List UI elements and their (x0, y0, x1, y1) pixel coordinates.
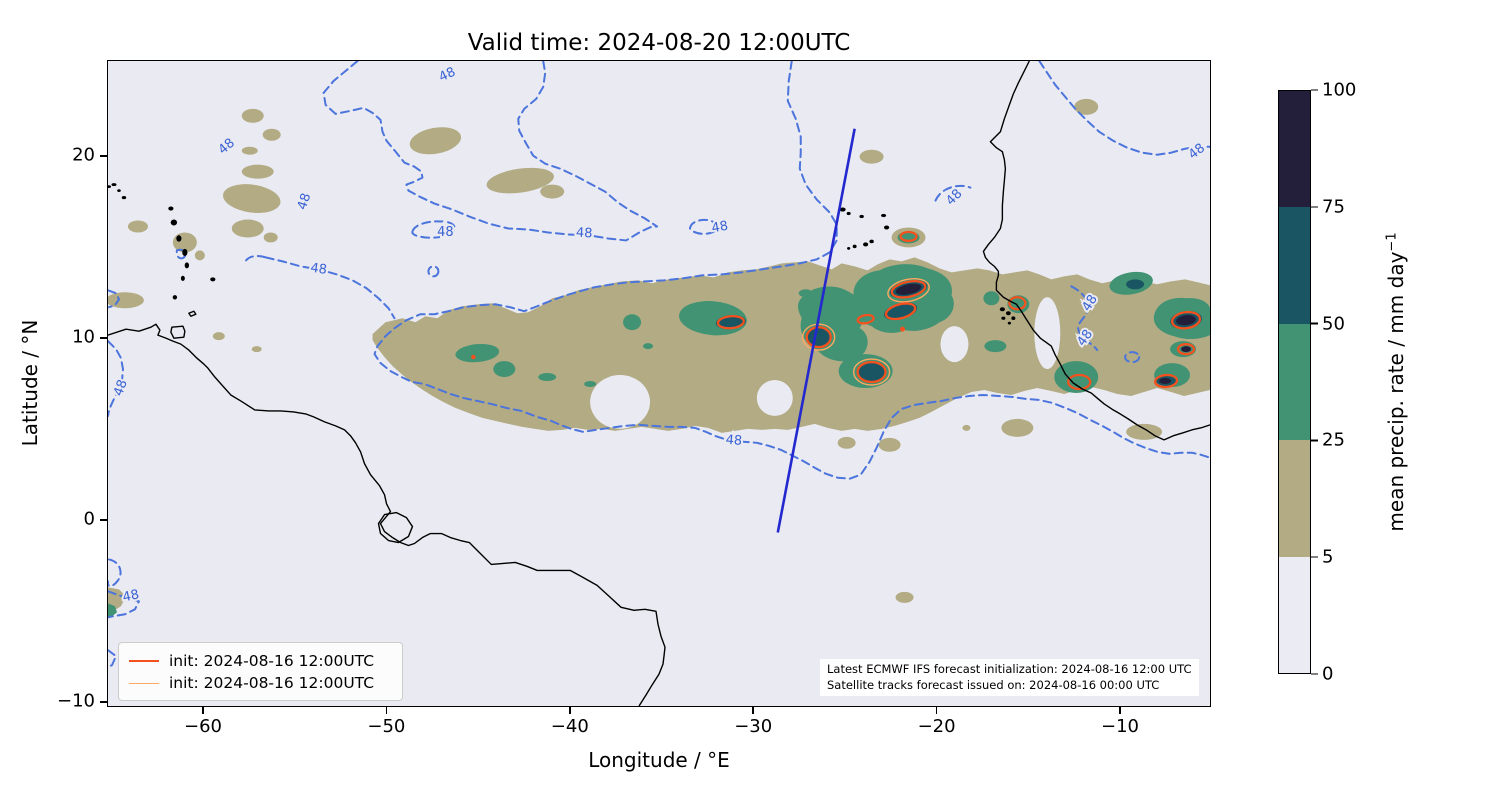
contour-label-48: 48 (437, 225, 453, 240)
tobago-island (188, 310, 197, 317)
colorbar-tick: 100 (1311, 80, 1356, 101)
colorbar-tick: 25 (1311, 430, 1345, 451)
precip-layer-tan (108, 98, 1210, 615)
x-tick: −20 (918, 707, 956, 737)
legend-item-label: init: 2024-08-16 12:00UTC (169, 652, 375, 670)
annotation-box: Latest ECMWF IFS forecast initialization… (820, 659, 1199, 697)
colorbar-tick: 0 (1311, 664, 1333, 685)
dashed-contour-48 (108, 61, 1210, 669)
x-axis-label: Longitude / °E (588, 748, 730, 772)
legend-item-label: init: 2024-08-16 12:00UTC (169, 674, 375, 692)
annotation-line-2: Satellite tracks forecast issued on: 202… (827, 677, 1160, 692)
coastline-layer (108, 61, 1210, 706)
map-plot-area: 48 48 48 48 48 48 48 48 48 48 48 48 48 48 (107, 60, 1211, 707)
small-islands-layer (108, 183, 1016, 325)
legend-item: init: 2024-08-16 12:00UTC (129, 650, 392, 672)
legend-item: init: 2024-08-16 12:00UTC (129, 672, 392, 694)
colorbar-label: mean precip. rate / mm day−1 (1384, 232, 1408, 532)
colorbar-tick: 5 (1311, 547, 1333, 568)
satellite-track-line (776, 128, 856, 533)
colorbar (1278, 90, 1311, 674)
contour-label-48: 48 (576, 226, 593, 242)
contour-label-48: 48 (710, 219, 729, 237)
contour-label-48: 48 (725, 433, 743, 449)
colorbar-segment (1279, 323, 1310, 441)
contour-label-48: 48 (295, 191, 314, 211)
x-tick: −50 (367, 707, 405, 737)
legend-box: init: 2024-08-16 12:00UTC init: 2024-08-1… (118, 642, 403, 701)
marajo-island (377, 511, 414, 544)
y-axis-label: Latitude / °N (18, 319, 42, 447)
x-tick: −10 (1101, 707, 1139, 737)
forecast-contour-dark (471, 230, 1202, 391)
plot-title: Valid time: 2024-08-20 12:00UTC (467, 30, 851, 56)
contour-label-48: 48 (121, 587, 140, 605)
colorbar-segment (1279, 556, 1310, 674)
trinidad-island (170, 325, 186, 339)
colorbar-tick: 50 (1311, 313, 1345, 334)
legend-line-swatch (129, 660, 159, 662)
contour-label-48: 48 (309, 261, 327, 278)
x-tick: −60 (184, 707, 222, 737)
legend-line-swatch (129, 682, 159, 684)
x-tick: −40 (551, 707, 589, 737)
south-america-coastline (108, 323, 666, 706)
annotation-line-1: Latest ECMWF IFS forecast initialization… (827, 662, 1192, 676)
x-tick: −30 (734, 707, 772, 737)
colorbar-segment (1279, 91, 1310, 208)
colorbar-segment (1279, 440, 1310, 557)
colorbar-tick: 75 (1311, 196, 1345, 217)
precip-layer-navy (895, 283, 1196, 384)
colorbar-segment (1279, 207, 1310, 324)
africa-coastline (982, 61, 1210, 441)
